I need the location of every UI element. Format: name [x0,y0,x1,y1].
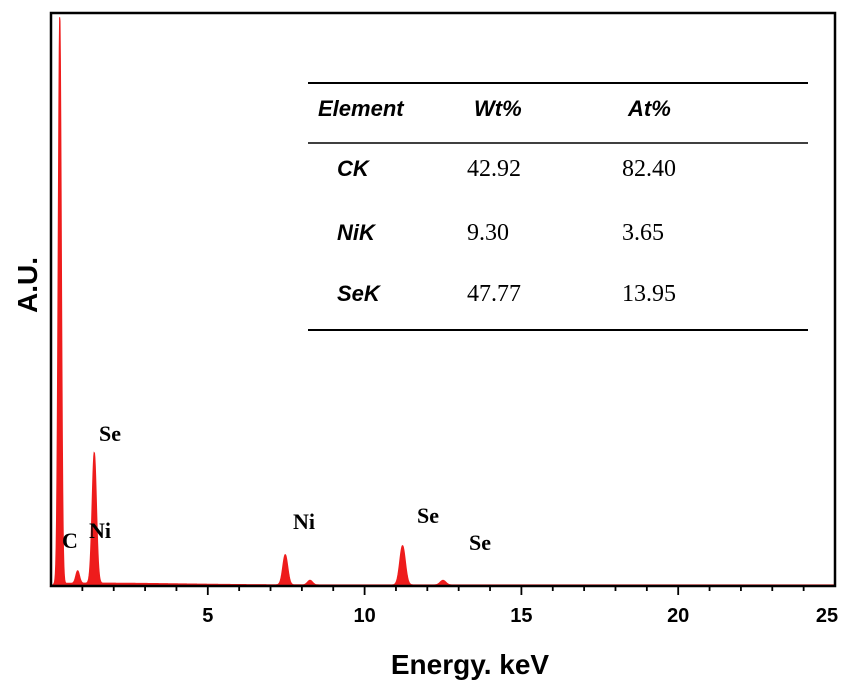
table-row-wt: 9.30 [467,220,509,246]
table-row-element: CK [337,156,371,181]
peak-label-ni-k: Ni [293,509,315,534]
x-tick-label: 5 [202,605,213,627]
table-header-wt: Wt% [474,96,522,121]
table-row-element: SeK [337,281,382,306]
peak-label-ni-l: Ni [89,518,111,543]
table-row-at: 13.95 [622,281,676,307]
table-header-element: Element [318,96,405,121]
peak-label-se-l: Se [99,421,121,446]
table-row-at: 82.40 [622,156,676,182]
peak-labels: C Ni Se Ni Se Se [62,421,491,555]
table-row-wt: 42.92 [467,156,521,182]
plot-frame [51,13,835,586]
plot-area [51,17,835,586]
spectrum-area [51,17,835,586]
peak-label-se-kb: Se [469,530,491,555]
x-tick-label: 20 [667,605,689,627]
x-axis-tick-labels: 5 10 15 20 25 [202,605,838,627]
table-row-element: NiK [337,220,377,245]
table-row-wt: 47.77 [467,281,521,307]
x-tick-label: 15 [510,605,532,627]
peak-label-c: C [62,528,78,553]
x-tick-label: 10 [353,605,375,627]
table-row-at: 3.65 [622,220,664,246]
x-axis-title: Energy. keV [391,649,550,680]
x-tick-label: 25 [816,605,838,627]
composition-table: Element Wt% At% CK 42.92 82.40 NiK 9.30 … [308,83,808,330]
peak-label-se-ka: Se [417,503,439,528]
y-axis-title: A.U. [12,257,43,313]
table-header-at: At% [627,96,671,121]
x-axis-ticks [82,586,803,595]
